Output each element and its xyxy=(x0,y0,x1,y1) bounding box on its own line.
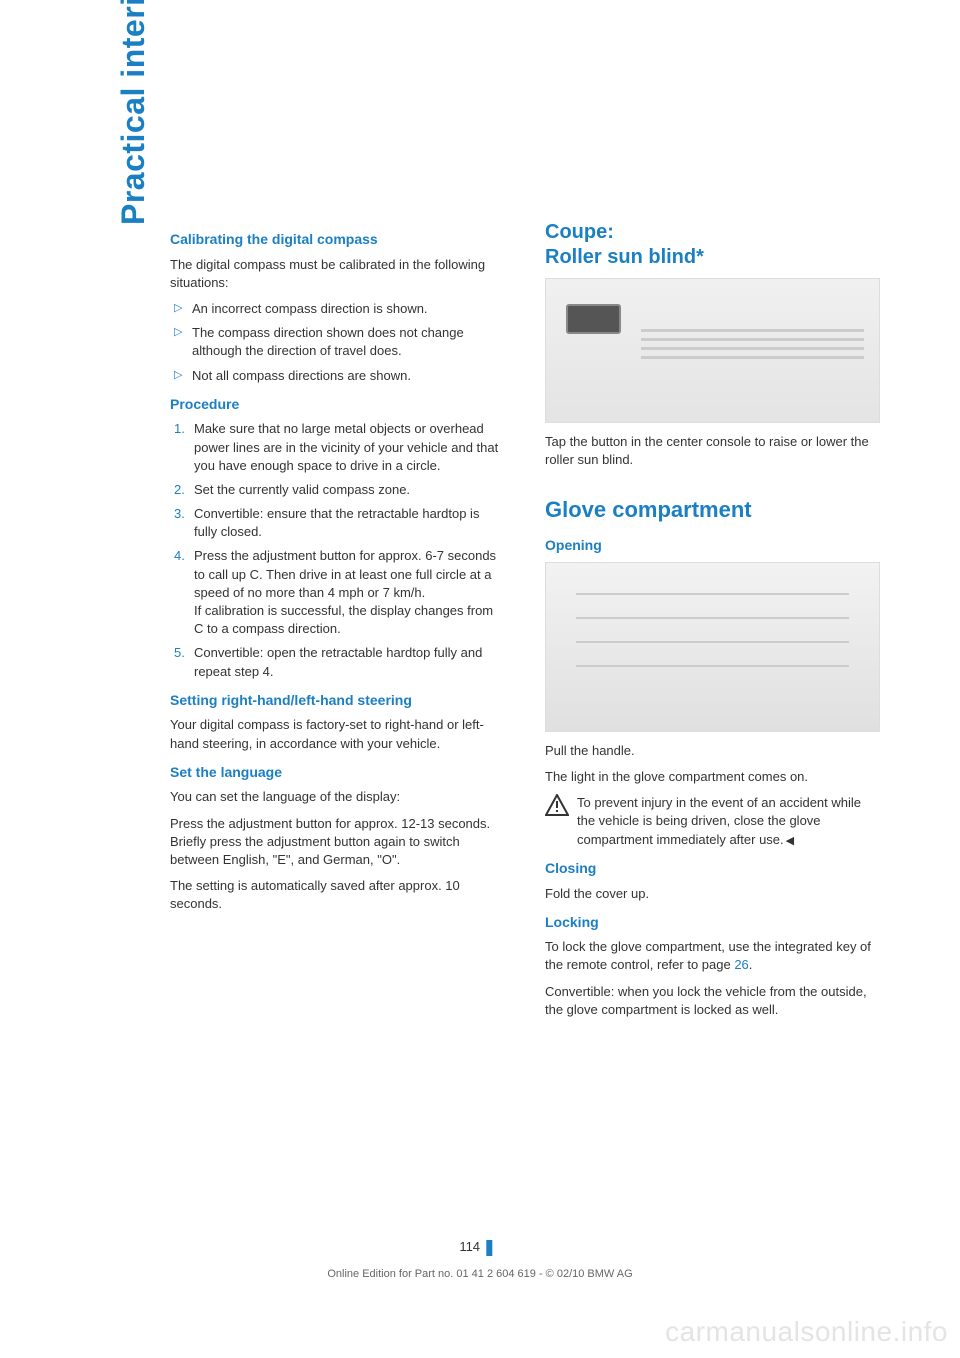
heading-line-2: Roller sun blind* xyxy=(545,246,704,268)
page-number-text: 114 xyxy=(459,1239,480,1254)
step-text: Set the currently valid compass zone. xyxy=(194,481,505,499)
para-sunblind: Tap the button in the center console to … xyxy=(545,433,880,469)
glove-lines-graphic xyxy=(576,593,849,689)
heading-steering: Setting right-hand/left-hand steering xyxy=(170,691,505,711)
step-number: 3. xyxy=(174,505,194,541)
para-locking-a: To lock the glove compartment, use the i… xyxy=(545,938,880,974)
page-number-bar xyxy=(487,1240,493,1256)
two-column-layout: Calibrating the digital compass The digi… xyxy=(170,220,880,1027)
bullet-list-situations: ▷ An incorrect compass direction is show… xyxy=(170,300,505,385)
para-steering: Your digital compass is factory-set to r… xyxy=(170,716,505,752)
left-column: Calibrating the digital compass The digi… xyxy=(170,220,505,1027)
illustration-glove-compartment xyxy=(545,562,880,732)
warning-text: To prevent injury in the event of an acc… xyxy=(577,794,880,849)
para-locking-post: . xyxy=(749,957,753,972)
para-locking-pre: To lock the glove compartment, use the i… xyxy=(545,939,871,972)
bullet-item: ▷ Not all compass directions are shown. xyxy=(170,367,505,385)
warning-triangle-icon xyxy=(545,794,569,816)
list-item: 2. Set the currently valid compass zone. xyxy=(170,481,505,499)
step-text: Convertible: open the retractable hardto… xyxy=(194,644,505,680)
bullet-text: An incorrect compass direction is shown. xyxy=(192,300,505,318)
step-text: Press the adjustment button for approx. … xyxy=(194,547,505,638)
heading-opening: Opening xyxy=(545,536,880,556)
list-item: 5. Convertible: open the retractable har… xyxy=(170,644,505,680)
warning-block: To prevent injury in the event of an acc… xyxy=(545,794,880,849)
para-calibrating-intro: The digital compass must be calibrated i… xyxy=(170,256,505,292)
console-button-graphic xyxy=(566,304,621,334)
page-number: 114 xyxy=(459,1239,492,1256)
list-item: 1. Make sure that no large metal objects… xyxy=(170,420,505,475)
illustration-center-console xyxy=(545,278,880,423)
heading-language: Set the language xyxy=(170,763,505,783)
step-text: Make sure that no large metal objects or… xyxy=(194,420,505,475)
para-light-on: The light in the glove compartment comes… xyxy=(545,768,880,786)
heading-locking: Locking xyxy=(545,913,880,933)
page-content: Calibrating the digital compass The digi… xyxy=(0,0,960,1087)
bullet-item: ▷ The compass direction shown does not c… xyxy=(170,324,505,360)
step-number: 5. xyxy=(174,644,194,680)
list-item: 4. Press the adjustment button for appro… xyxy=(170,547,505,638)
heading-glove-compartment: Glove compartment xyxy=(545,495,880,526)
step-text: Convertible: ensure that the retractable… xyxy=(194,505,505,541)
numbered-list-procedure: 1. Make sure that no large metal objects… xyxy=(170,420,505,680)
para-closing: Fold the cover up. xyxy=(545,885,880,903)
console-lines-graphic xyxy=(641,329,864,365)
bullet-item: ▷ An incorrect compass direction is show… xyxy=(170,300,505,318)
triangle-bullet-icon: ▷ xyxy=(174,367,192,385)
watermark: carmanualsonline.info xyxy=(665,1316,948,1348)
triangle-bullet-icon: ▷ xyxy=(174,324,192,360)
para-language-b: Press the adjustment button for approx. … xyxy=(170,815,505,870)
footer-text: Online Edition for Part no. 01 41 2 604 … xyxy=(0,1268,960,1280)
heading-procedure: Procedure xyxy=(170,395,505,415)
para-language-c: The setting is automatically saved after… xyxy=(170,877,505,913)
para-language-a: You can set the language of the display: xyxy=(170,788,505,806)
page-reference-link[interactable]: 26 xyxy=(734,957,748,972)
right-column: Coupe: Roller sun blind* Tap the button … xyxy=(545,220,880,1027)
bullet-text: The compass direction shown does not cha… xyxy=(192,324,505,360)
step-number: 4. xyxy=(174,547,194,638)
triangle-bullet-icon: ▷ xyxy=(174,300,192,318)
step-number: 1. xyxy=(174,420,194,475)
para-locking-b: Convertible: when you lock the vehicle f… xyxy=(545,983,880,1019)
para-pull-handle: Pull the handle. xyxy=(545,742,880,760)
heading-calibrating: Calibrating the digital compass xyxy=(170,230,505,250)
heading-line-1: Coupe: xyxy=(545,221,614,243)
heading-closing: Closing xyxy=(545,859,880,879)
heading-coupe-sunblind: Coupe: Roller sun blind* xyxy=(545,220,880,270)
step-number: 2. xyxy=(174,481,194,499)
list-item: 3. Convertible: ensure that the retracta… xyxy=(170,505,505,541)
bullet-text: Not all compass directions are shown. xyxy=(192,367,505,385)
